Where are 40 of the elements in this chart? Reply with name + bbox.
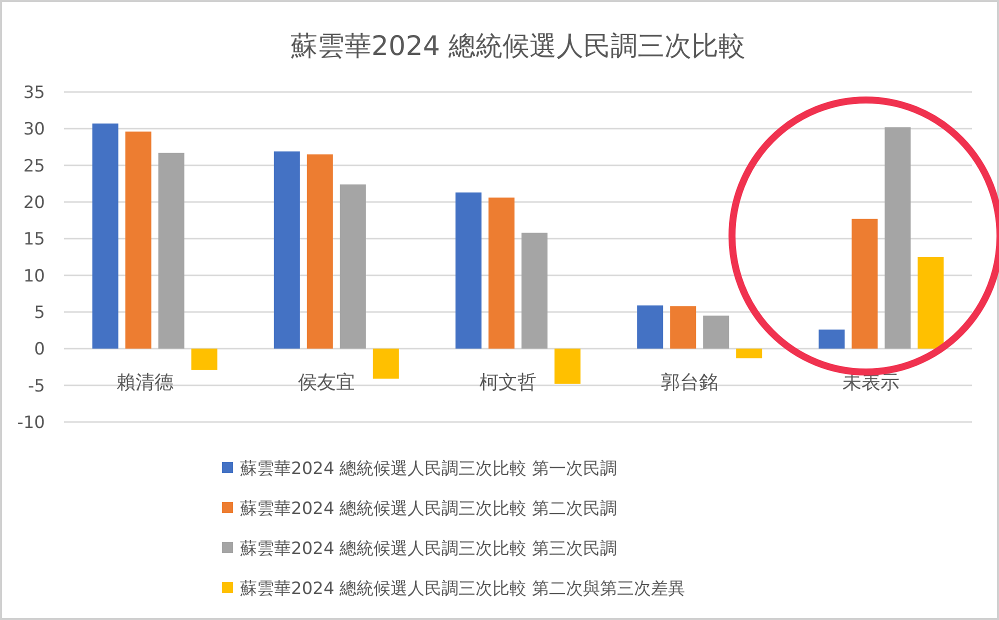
y-tick-label: 5 <box>34 303 45 323</box>
x-tick-label: 未表示 <box>842 372 900 394</box>
bar <box>372 348 399 379</box>
bar <box>637 305 664 349</box>
y-tick-label: -5 <box>28 376 45 396</box>
y-tick-label: 30 <box>23 120 45 140</box>
x-tick-label: 賴清德 <box>116 372 174 394</box>
y-tick-label: 25 <box>23 156 45 176</box>
bar <box>274 151 300 349</box>
x-tick-label: 郭台銘 <box>661 372 718 394</box>
bar <box>92 124 118 349</box>
legend-label: 蘇雲華2024 總統候選人民調三次比較 第二次與第三次差異 <box>240 579 686 599</box>
bar <box>522 232 548 349</box>
y-tick-label: 0 <box>34 340 45 360</box>
chart-title: 蘇雲華2024 總統候選人民調三次比較 <box>290 31 746 62</box>
x-tick-label: 侯友宜 <box>298 372 355 394</box>
bar <box>488 198 514 349</box>
legend-label: 蘇雲華2024 總統候選人民調三次比較 第一次民調 <box>240 459 618 479</box>
legend-label: 蘇雲華2024 總統候選人民調三次比較 第二次民調 <box>240 499 618 519</box>
bar <box>456 192 482 349</box>
bar <box>158 152 184 349</box>
bar <box>884 127 911 349</box>
bar <box>306 154 333 349</box>
bar <box>191 348 218 370</box>
bar <box>818 330 845 349</box>
bar <box>703 316 730 349</box>
bar <box>670 306 696 349</box>
y-tick-label: 15 <box>23 230 45 250</box>
bar <box>918 257 944 349</box>
x-tick-label: 柯文哲 <box>480 372 536 394</box>
y-tick-label: -10 <box>17 413 45 433</box>
bar <box>852 218 878 349</box>
bar <box>554 348 580 384</box>
bar <box>736 348 762 358</box>
legend-label: 蘇雲華2024 總統候選人民調三次比較 第三次民調 <box>240 539 618 559</box>
y-tick-label: 10 <box>23 266 45 286</box>
bar <box>125 132 152 349</box>
y-tick-label: 20 <box>23 193 45 213</box>
y-tick-label: 35 <box>23 83 45 103</box>
bar <box>340 184 366 349</box>
